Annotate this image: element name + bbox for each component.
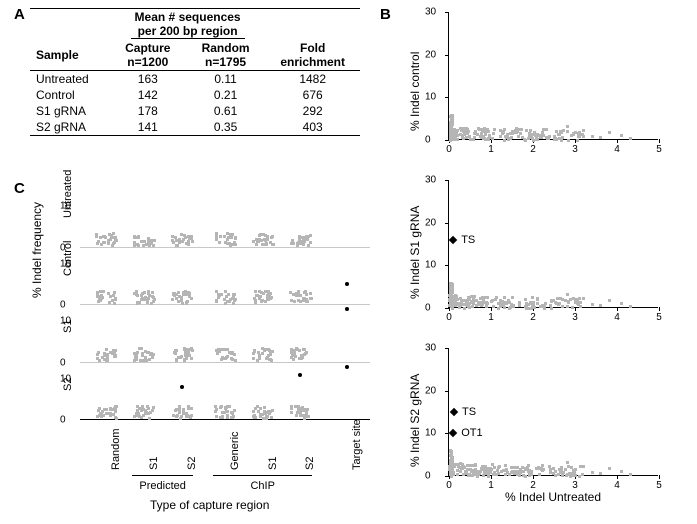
table-cell: 0.11 [186,71,266,88]
table-cell: 1482 [265,71,360,88]
col-random: Randomn=1795 [186,40,266,71]
table-cell: 676 [265,87,360,103]
target-point [345,282,349,286]
col-label: Random [110,428,122,470]
group-label: ChIP [213,480,312,492]
table-cell: S2 gRNA [30,119,110,136]
annotation-label: OT1 [461,427,482,439]
strip-row: S2010 [80,363,370,421]
group-label: Predicted [132,480,194,492]
col-label: S1 [267,457,279,470]
strip-row: Control010 [80,248,370,306]
col-label: S2 [186,457,198,470]
target-point [345,307,349,311]
table-cell: 163 [110,71,186,88]
panel-b-label: B [380,6,391,23]
panel-b-scatter-stack: % Indel control0102030012345% Indel S1 g… [400,8,680,512]
panel-a-label: A [14,6,25,23]
panel-c-strip: % Indel frequency Untreated010Control010… [30,190,380,520]
scatter-ylabel: % Indel control [408,52,422,131]
scatter-ylabel: % Indel S1 gRNA [408,206,422,299]
col-sample: Sample [30,40,110,71]
panel-c-grid: Untreated010Control010S1010S2010 [80,190,370,420]
strip-row: Untreated010 [80,190,370,248]
panel-c-xlabel: Type of capture region [150,498,269,512]
panel-c-label: C [14,180,25,197]
scatter-plot: % Indel control0102030012345 [400,8,680,168]
scatter-xlabel: % Indel Untreated [448,490,658,504]
header-span: Mean # sequencesper 200 bp region [131,10,245,39]
col-fold: Foldenrichment [265,40,360,71]
col-label: Generic [229,431,241,470]
table-cell: 403 [265,119,360,136]
table-cell: 141 [110,119,186,136]
target-point [345,365,349,369]
strip-row: S1010 [80,305,370,363]
scatter-ylabel: % Indel S2 gRNA [408,374,422,467]
table-header-row: Sample Capturen=1200 Randomn=1795 Folden… [30,40,360,71]
table-cell: 0.61 [186,103,266,119]
table-cell: 142 [110,87,186,103]
panel-c-ylabel: % Indel frequency [30,202,44,298]
panel-a-table: Mean # sequencesper 200 bp region Sample… [30,8,360,136]
table-cell: 292 [265,103,360,119]
annotation-label: TS [462,406,476,418]
col-capture: Capturen=1200 [110,40,186,71]
col-label: Target site [351,419,363,470]
table-cell: S1 gRNA [30,103,110,119]
table-cell: 0.21 [186,87,266,103]
table-cell: Untreated [30,71,110,88]
col-label: S1 [148,457,160,470]
scatter-plot: % Indel S2 gRNA0102030012345TSOT1% Indel… [400,344,680,504]
annotation-label: TS [461,234,475,246]
table-cell: 0.35 [186,119,266,136]
table-cell: 178 [110,103,186,119]
col-label: S2 [304,457,316,470]
table-cell: Control [30,87,110,103]
enrichment-table: Mean # sequencesper 200 bp region Sample… [30,8,360,136]
scatter-plot: % Indel S1 gRNA0102030012345TS [400,176,680,336]
